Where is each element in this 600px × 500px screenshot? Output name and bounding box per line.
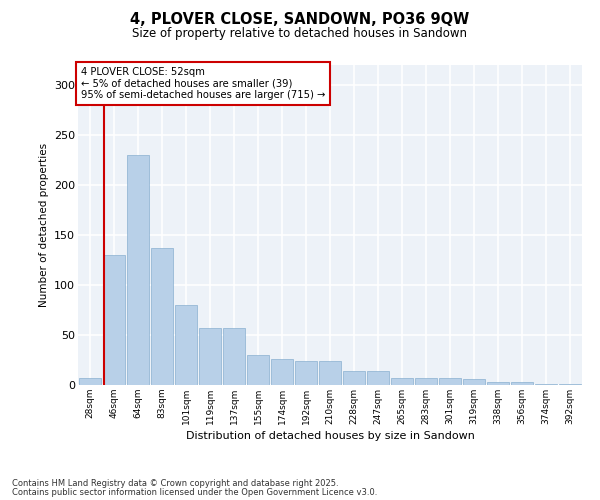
Bar — [463, 379, 485, 385]
Text: 4 PLOVER CLOSE: 52sqm
← 5% of detached houses are smaller (39)
95% of semi-detac: 4 PLOVER CLOSE: 52sqm ← 5% of detached h… — [80, 66, 325, 100]
Bar — [391, 378, 413, 385]
Bar — [151, 248, 173, 385]
Bar — [439, 378, 461, 385]
Text: 4, PLOVER CLOSE, SANDOWN, PO36 9QW: 4, PLOVER CLOSE, SANDOWN, PO36 9QW — [130, 12, 470, 28]
Bar — [559, 384, 581, 385]
X-axis label: Distribution of detached houses by size in Sandown: Distribution of detached houses by size … — [185, 431, 475, 441]
Bar — [487, 382, 509, 385]
Bar — [127, 155, 149, 385]
Bar — [511, 382, 533, 385]
Text: Contains HM Land Registry data © Crown copyright and database right 2025.: Contains HM Land Registry data © Crown c… — [12, 479, 338, 488]
Bar — [79, 378, 101, 385]
Bar — [535, 384, 557, 385]
Bar — [103, 255, 125, 385]
Bar — [415, 378, 437, 385]
Bar — [295, 361, 317, 385]
Text: Contains public sector information licensed under the Open Government Licence v3: Contains public sector information licen… — [12, 488, 377, 497]
Bar — [199, 328, 221, 385]
Y-axis label: Number of detached properties: Number of detached properties — [38, 143, 49, 307]
Bar — [343, 371, 365, 385]
Bar — [319, 361, 341, 385]
Bar — [223, 328, 245, 385]
Bar — [247, 355, 269, 385]
Bar — [367, 371, 389, 385]
Bar — [175, 305, 197, 385]
Text: Size of property relative to detached houses in Sandown: Size of property relative to detached ho… — [133, 28, 467, 40]
Bar — [271, 359, 293, 385]
